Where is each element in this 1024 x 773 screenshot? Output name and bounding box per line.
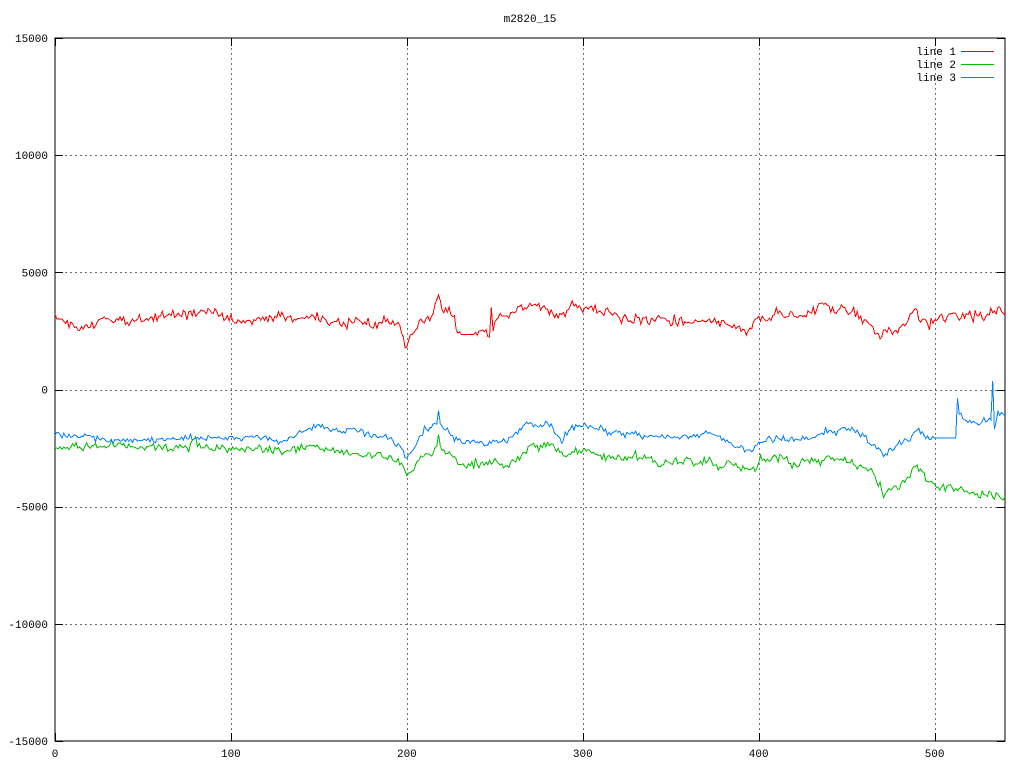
- svg-text:0: 0: [41, 386, 48, 398]
- svg-text:400: 400: [749, 749, 769, 761]
- svg-text:-15000: -15000: [8, 737, 48, 749]
- svg-text:line 2: line 2: [916, 60, 956, 72]
- svg-text:5000: 5000: [22, 268, 48, 280]
- svg-text:100: 100: [221, 749, 241, 761]
- svg-text:-10000: -10000: [8, 620, 48, 632]
- svg-text:line 1: line 1: [916, 47, 956, 59]
- svg-text:line 3: line 3: [916, 73, 956, 85]
- svg-text:m2820_15: m2820_15: [504, 14, 557, 26]
- svg-text:500: 500: [925, 749, 945, 761]
- svg-text:300: 300: [573, 749, 593, 761]
- svg-text:0: 0: [52, 749, 59, 761]
- svg-text:200: 200: [397, 749, 417, 761]
- svg-text:15000: 15000: [15, 34, 48, 46]
- svg-text:10000: 10000: [15, 151, 48, 163]
- svg-text:-5000: -5000: [15, 503, 48, 515]
